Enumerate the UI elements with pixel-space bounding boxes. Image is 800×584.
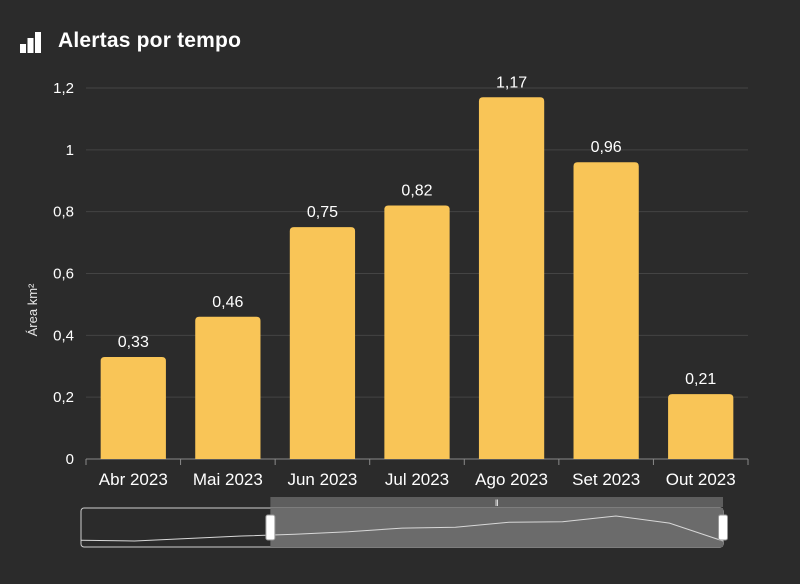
y-tick-label: 1,2 [53,80,74,97]
x-tick-label: Set 2023 [572,470,640,489]
bar[interactable] [668,394,734,459]
x-tick-label: Abr 2023 [99,470,168,489]
y-tick-label: 0 [66,451,74,468]
navigator-series-line [80,515,724,542]
y-tick-label: 0,8 [53,204,74,221]
navigator-selection[interactable] [270,508,723,547]
x-tick-label: Jun 2023 [287,470,357,489]
bar-chart-icon [20,32,41,53]
bar[interactable] [100,356,166,459]
x-tick-label: Ago 2023 [475,470,548,489]
bar-value-label: 0,96 [591,139,622,156]
navigator-scrollbar[interactable] [270,497,723,507]
x-tick-label: Jul 2023 [385,470,449,489]
y-tick-label: 1 [66,142,74,159]
navigator-right-handle[interactable] [718,514,728,541]
bar-value-label: 0,75 [307,204,338,221]
bar-value-label: 1,17 [496,74,527,91]
x-tick-label: Mai 2023 [193,470,263,489]
y-tick-label: 0,2 [53,389,74,406]
y-tick-label: 0,4 [53,327,74,344]
navigator-left-handle[interactable] [265,514,276,541]
bar[interactable] [384,205,450,459]
bar-value-label: 0,21 [685,371,716,388]
chart-header: Alertas por tempo [20,24,241,58]
bar[interactable] [195,316,261,459]
bar[interactable] [573,162,639,459]
bar[interactable] [289,227,356,459]
scrollbar-grip-icon: ‖ [495,498,499,508]
bar[interactable] [478,97,545,460]
bar-value-label: 0,33 [118,334,149,351]
chart-title: Alertas por tempo [58,29,242,52]
x-tick-label: Out 2023 [666,470,736,489]
y-tick-label: 0,6 [53,266,74,283]
y-axis-title: Área km² [25,283,40,336]
bar-value-label: 0,46 [212,294,243,311]
bar-value-label: 0,82 [401,182,432,199]
